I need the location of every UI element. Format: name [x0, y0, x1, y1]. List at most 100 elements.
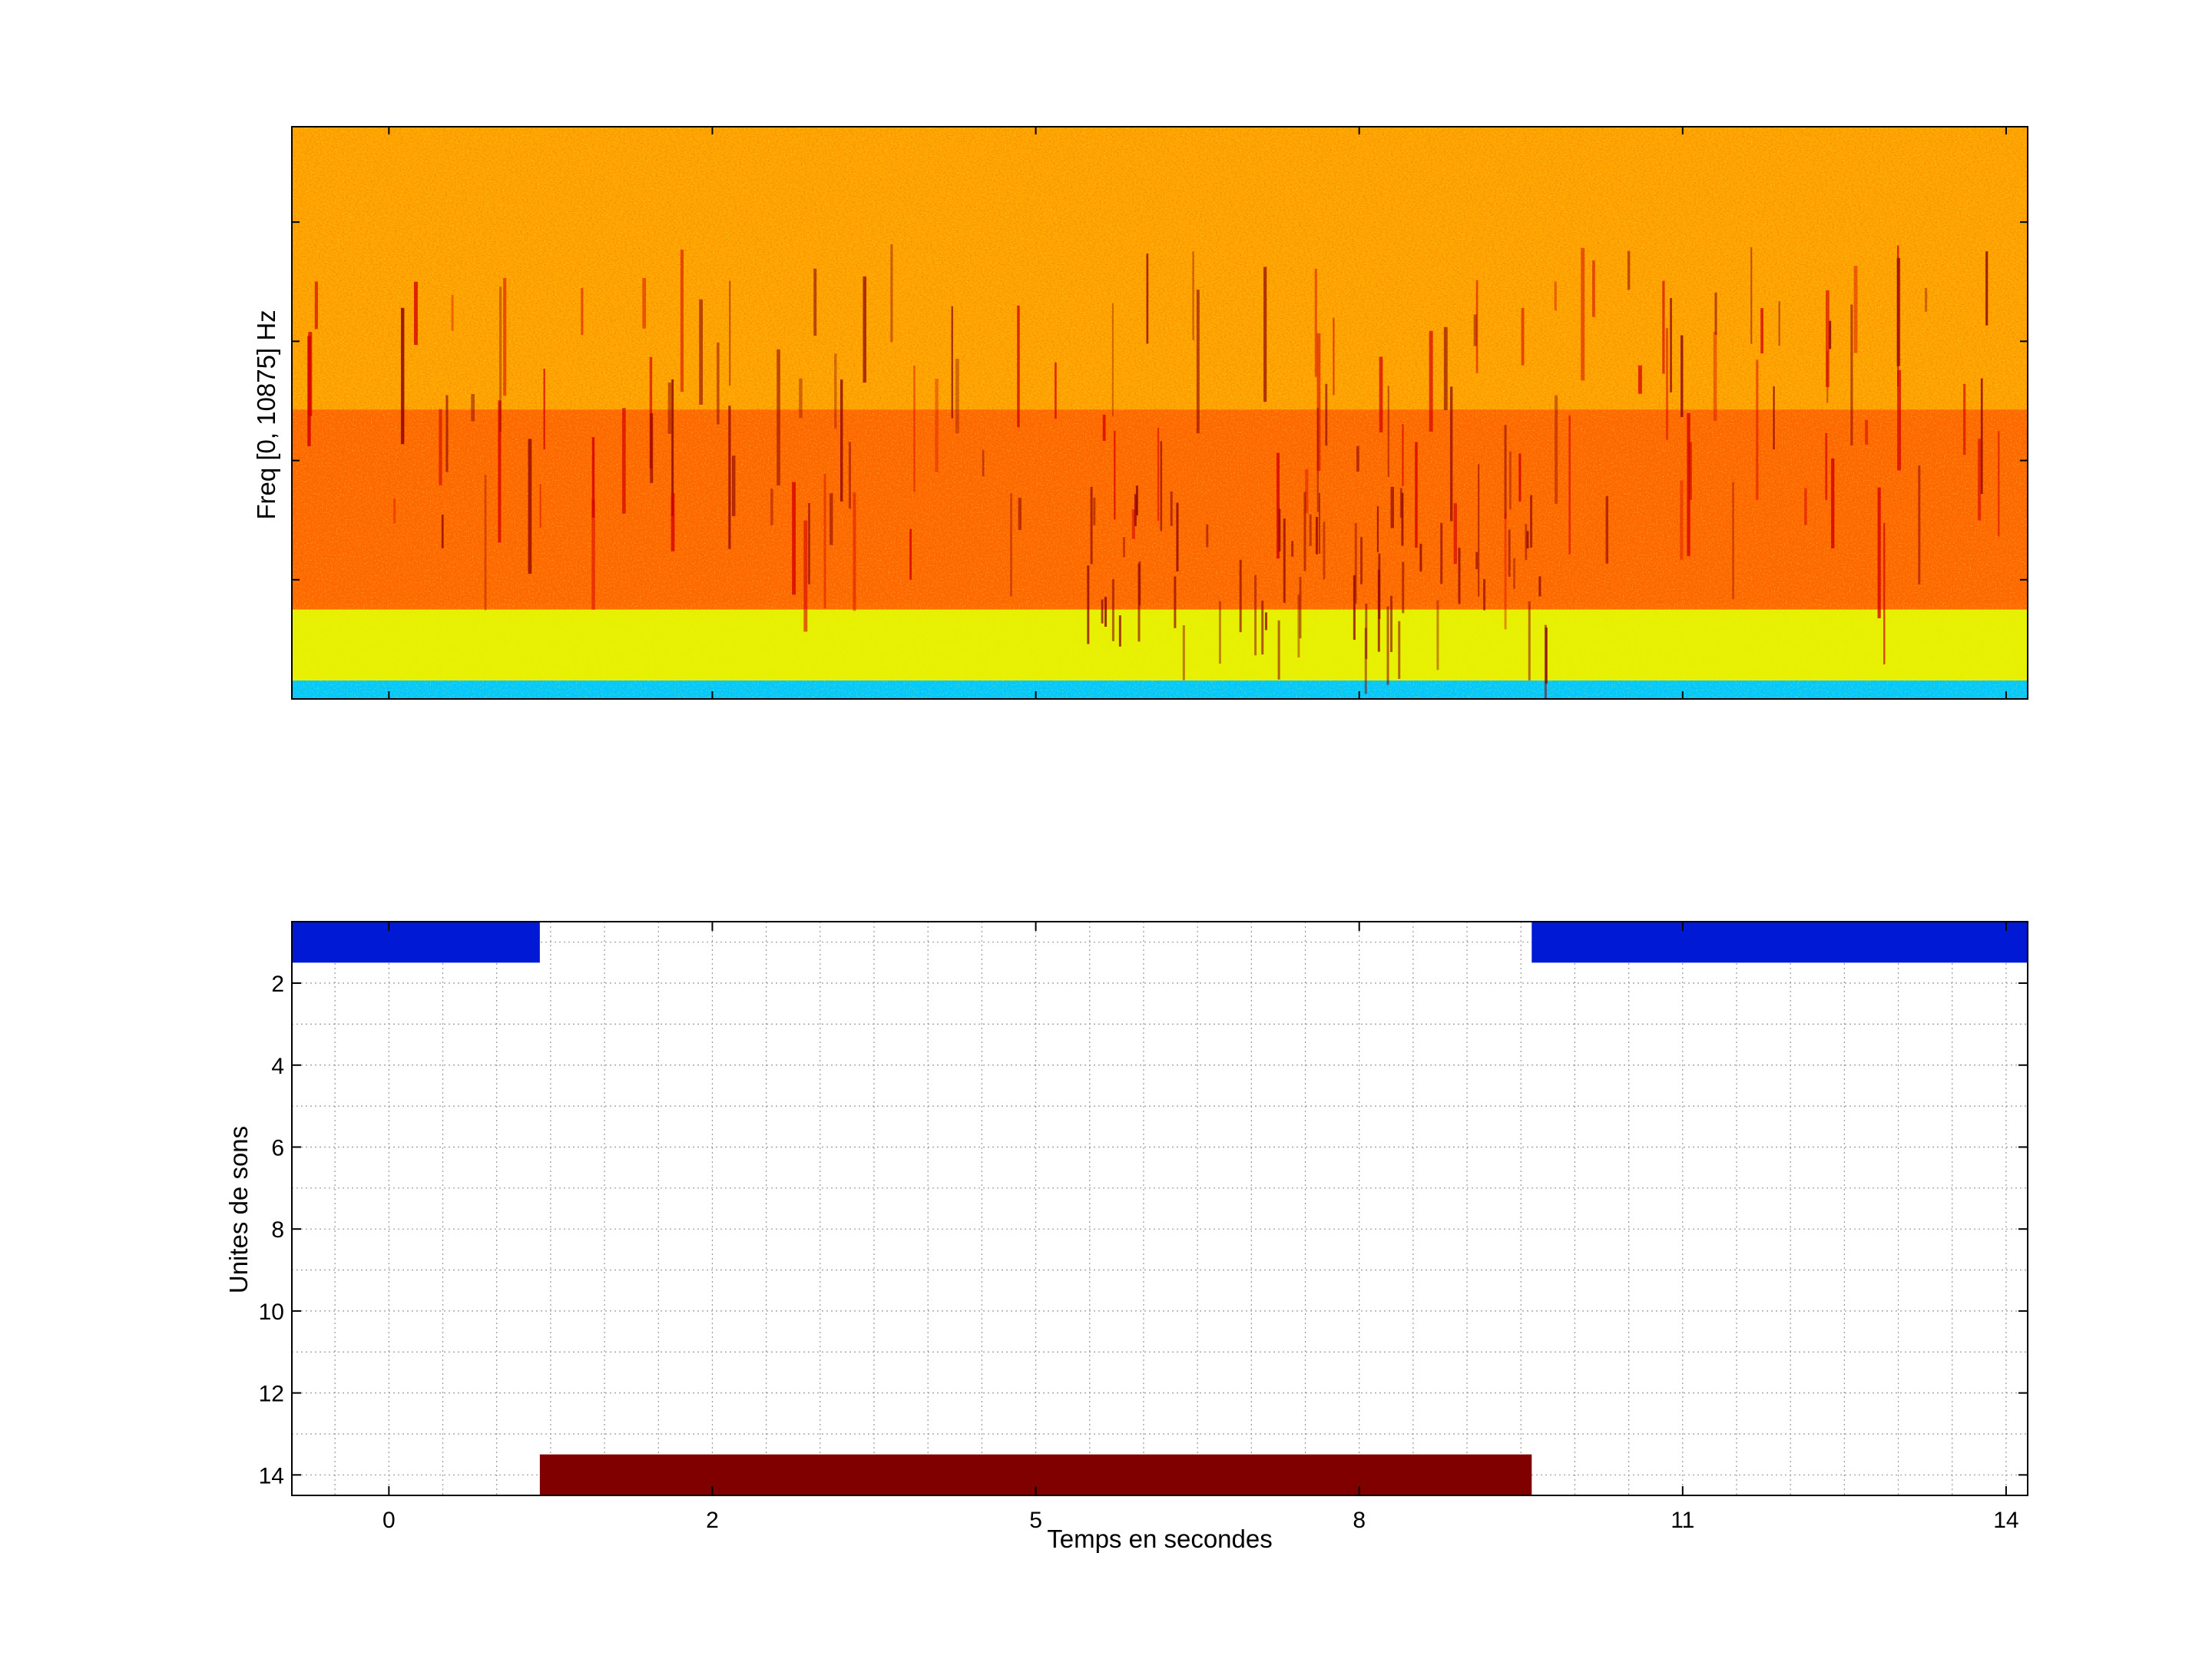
spectrogram-streak [1483, 578, 1486, 611]
spectrogram-streak [1853, 266, 1858, 353]
spectrogram-streak [1323, 522, 1326, 580]
spectrogram-streak [1925, 287, 1928, 312]
spectrogram-streak [1544, 624, 1547, 699]
spectrogram-streak [622, 408, 626, 514]
spectrogram-streak [1135, 485, 1138, 516]
spectrogram-streak [498, 286, 502, 432]
timeline-x-tick-label: 5 [1029, 1508, 1042, 1533]
spectrogram-streak [1278, 508, 1281, 552]
spectrogram-streak [1018, 498, 1022, 531]
spectrogram-streak [1316, 333, 1321, 472]
spectrogram-streak [1254, 575, 1257, 656]
spectrogram-streak [982, 449, 985, 476]
timeline-y-tick-labels: 2 4 6 8 10 12 14 [259, 972, 284, 1488]
spectrogram-streak [1315, 516, 1318, 555]
spectrogram-streak [1508, 451, 1512, 510]
spectrogram-streak [1458, 548, 1461, 604]
timeline-segments [292, 922, 2028, 1495]
spectrogram-streak [1176, 502, 1179, 572]
spectrogram-streak [1732, 482, 1734, 600]
spectrogram-streak [1518, 453, 1522, 502]
spectrogram-streak [799, 378, 803, 419]
spectrogram-streak [1478, 464, 1480, 597]
spectrogram-streak [1354, 522, 1357, 604]
spectrogram-streak [1283, 518, 1286, 603]
spectrogram-streak [1475, 280, 1479, 373]
spectrogram-streak [1998, 431, 2000, 537]
spectrogram-streak [581, 287, 584, 336]
spectrogram-streak [1192, 251, 1194, 340]
spectrogram-streak [413, 281, 418, 346]
spectrogram-streak [823, 473, 826, 609]
spectrogram-streak [1316, 408, 1319, 512]
spectrogram-streak [935, 379, 939, 472]
spectrogram-streak [1314, 269, 1317, 377]
spectrogram-streak [1773, 386, 1775, 450]
spectrogram-streak [1681, 335, 1684, 417]
spectrogram-streak [830, 493, 833, 545]
spectrogram-streak [1087, 565, 1090, 644]
spectrogram-streak [1883, 523, 1886, 664]
spectrogram-streak [671, 379, 674, 516]
spectrogram-streak [839, 379, 843, 502]
spectrogram-streak [1826, 290, 1830, 387]
spectrogram-streak [1896, 257, 1901, 366]
spectrogram-streak [1828, 320, 1832, 349]
spectrogram-streak [1665, 328, 1669, 440]
spectrogram-streak [671, 493, 675, 551]
spectrogram-streak [503, 277, 507, 396]
spectrogram-streak [1387, 386, 1389, 477]
spectrogram-streak [1157, 427, 1160, 522]
spectrogram-streak [1688, 442, 1692, 500]
timeline-x-tick-label: 11 [1671, 1508, 1694, 1533]
spectrogram-streak [1182, 625, 1185, 680]
spectrogram-streak [728, 406, 731, 549]
spectrogram-streak [1513, 558, 1516, 590]
timeline-y-tick-label: 6 [271, 1135, 284, 1161]
timeline-y-tick-label: 8 [271, 1217, 284, 1243]
spectrogram-streak [1804, 488, 1807, 525]
spectrogram-streak [1521, 307, 1525, 366]
timeline-x-tick-label: 14 [1993, 1508, 2018, 1533]
spectrogram-streak [1264, 612, 1267, 631]
spectrogram-streak [401, 307, 405, 445]
spectrogram-streak [1303, 492, 1306, 571]
spectrogram-streak [777, 349, 780, 485]
spectrogram-streak [441, 514, 444, 548]
spectrogram-streak [1174, 576, 1177, 628]
spectrogram-streak [1897, 369, 1902, 471]
spectrogram-streak [308, 332, 313, 416]
spectrogram-streak [1277, 620, 1280, 680]
spectrogram-streak [528, 439, 532, 575]
spectrogram-streak [729, 280, 731, 386]
spectrogram-streak [1261, 601, 1264, 655]
spectrogram-streak [1378, 553, 1381, 619]
spectrogram-streak [717, 343, 720, 425]
spectrogram-streak [649, 356, 653, 469]
spectrogram-streak [1443, 326, 1448, 410]
spectrogram-streak [1526, 531, 1529, 549]
spectrogram-streak [792, 482, 796, 595]
spectrogram-streak [1756, 359, 1759, 500]
spectrogram-streak [1160, 441, 1163, 531]
spectrogram-streak [667, 382, 671, 434]
timeline-x-tick-labels: 0 2 5 8 11 14 [382, 1508, 2019, 1533]
spectrogram-streak [1538, 576, 1541, 597]
spectrogram-streak [1825, 432, 1828, 500]
spectrogram-streak [803, 520, 808, 632]
timeline-y-tick-label: 2 [271, 972, 284, 997]
spectrogram-streak [770, 488, 773, 525]
spectrogram-streak [591, 499, 595, 610]
spectrogram-streak [1581, 247, 1585, 381]
spectrogram-streak [913, 366, 916, 492]
spectrogram-streak [1528, 601, 1531, 680]
spectrogram-streak [1104, 597, 1108, 628]
spectrogram-streak [1980, 378, 1983, 495]
spectrogram-streak [1398, 621, 1401, 679]
spectrogram-streak [813, 268, 817, 336]
spectrogram-streak [1778, 301, 1780, 346]
spectrogram-streak [1401, 492, 1404, 546]
spectrogram-streak [1196, 290, 1200, 434]
spectrogram-streak [1687, 412, 1690, 557]
